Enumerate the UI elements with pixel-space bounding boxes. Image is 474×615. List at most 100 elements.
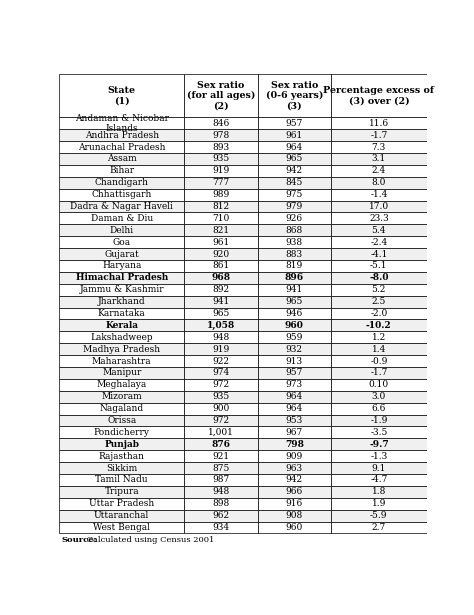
Bar bbox=[258, 236, 331, 248]
Text: -1.3: -1.3 bbox=[370, 451, 387, 461]
Text: Sex ratio
(for all ages)
(2): Sex ratio (for all ages) (2) bbox=[187, 81, 255, 110]
Bar bbox=[258, 74, 331, 117]
Bar bbox=[331, 117, 427, 129]
Text: Sex ratio
(0-6 years)
(3): Sex ratio (0-6 years) (3) bbox=[265, 81, 323, 110]
Text: 989: 989 bbox=[212, 190, 229, 199]
Bar bbox=[184, 426, 258, 438]
Text: 920: 920 bbox=[212, 250, 229, 258]
Text: 961: 961 bbox=[212, 238, 229, 247]
Text: Himachal Pradesh: Himachal Pradesh bbox=[75, 274, 168, 282]
Bar bbox=[59, 486, 184, 498]
Bar bbox=[184, 165, 258, 177]
Text: 935: 935 bbox=[212, 392, 229, 401]
Bar bbox=[258, 498, 331, 510]
Text: Uttaranchal: Uttaranchal bbox=[94, 511, 149, 520]
Bar bbox=[184, 284, 258, 296]
Text: 846: 846 bbox=[212, 119, 229, 128]
Bar bbox=[331, 308, 427, 319]
Text: Assam: Assam bbox=[107, 154, 137, 164]
Bar bbox=[184, 74, 258, 117]
Bar bbox=[59, 272, 184, 284]
Text: Pondicherry: Pondicherry bbox=[94, 428, 150, 437]
Bar bbox=[258, 141, 331, 153]
Text: 948: 948 bbox=[212, 487, 229, 496]
Text: 979: 979 bbox=[286, 202, 303, 211]
Bar bbox=[184, 474, 258, 486]
Bar bbox=[184, 343, 258, 355]
Bar bbox=[331, 260, 427, 272]
Text: 964: 964 bbox=[286, 392, 303, 401]
Bar bbox=[331, 426, 427, 438]
Bar bbox=[184, 296, 258, 308]
Text: 974: 974 bbox=[212, 368, 229, 378]
Bar bbox=[59, 308, 184, 319]
Bar bbox=[59, 141, 184, 153]
Bar bbox=[331, 189, 427, 200]
Text: -5.1: -5.1 bbox=[370, 261, 388, 271]
Text: -3.5: -3.5 bbox=[370, 428, 388, 437]
Text: 946: 946 bbox=[286, 309, 303, 318]
Bar bbox=[258, 200, 331, 212]
Text: 963: 963 bbox=[286, 464, 303, 472]
Bar bbox=[331, 391, 427, 403]
Text: Andaman & Nicobar
Islands: Andaman & Nicobar Islands bbox=[75, 114, 169, 133]
Bar bbox=[59, 165, 184, 177]
Bar bbox=[184, 212, 258, 224]
Bar bbox=[331, 248, 427, 260]
Bar bbox=[59, 343, 184, 355]
Text: Calculated using Census 2001: Calculated using Census 2001 bbox=[84, 536, 214, 544]
Bar bbox=[331, 236, 427, 248]
Bar bbox=[59, 260, 184, 272]
Text: 821: 821 bbox=[212, 226, 229, 235]
Bar bbox=[258, 272, 331, 284]
Bar bbox=[184, 510, 258, 522]
Text: 893: 893 bbox=[212, 143, 229, 151]
Text: 900: 900 bbox=[212, 404, 229, 413]
Text: 919: 919 bbox=[212, 344, 229, 354]
Text: Daman & Diu: Daman & Diu bbox=[91, 214, 153, 223]
Text: -1.7: -1.7 bbox=[370, 131, 388, 140]
Text: 973: 973 bbox=[286, 380, 303, 389]
Bar bbox=[331, 474, 427, 486]
Text: 1,058: 1,058 bbox=[207, 321, 235, 330]
Bar bbox=[59, 189, 184, 200]
Text: 916: 916 bbox=[286, 499, 303, 508]
Text: 942: 942 bbox=[286, 475, 303, 485]
Bar bbox=[258, 248, 331, 260]
Bar bbox=[59, 522, 184, 533]
Bar bbox=[59, 391, 184, 403]
Text: Orissa: Orissa bbox=[107, 416, 137, 425]
Bar bbox=[184, 308, 258, 319]
Text: 868: 868 bbox=[286, 226, 303, 235]
Text: Lakshadweep: Lakshadweep bbox=[91, 333, 153, 342]
Text: 919: 919 bbox=[212, 167, 229, 175]
Bar bbox=[258, 343, 331, 355]
Text: Punjab: Punjab bbox=[104, 440, 139, 449]
Bar bbox=[59, 153, 184, 165]
Bar bbox=[258, 426, 331, 438]
Bar bbox=[59, 498, 184, 510]
Text: 5.4: 5.4 bbox=[372, 226, 386, 235]
Text: 941: 941 bbox=[286, 285, 303, 294]
Bar bbox=[331, 212, 427, 224]
Text: 819: 819 bbox=[286, 261, 303, 271]
Text: 11.6: 11.6 bbox=[369, 119, 389, 128]
Bar bbox=[59, 510, 184, 522]
Text: -1.7: -1.7 bbox=[370, 368, 388, 378]
Bar bbox=[59, 117, 184, 129]
Text: Meghalaya: Meghalaya bbox=[97, 380, 147, 389]
Bar bbox=[184, 450, 258, 462]
Bar bbox=[331, 379, 427, 391]
Text: 913: 913 bbox=[286, 357, 303, 365]
Bar bbox=[59, 367, 184, 379]
Text: Chandigarh: Chandigarh bbox=[95, 178, 149, 187]
Bar bbox=[331, 177, 427, 189]
Text: -1.9: -1.9 bbox=[370, 416, 388, 425]
Text: Source:: Source: bbox=[61, 536, 97, 544]
Text: Rajasthan: Rajasthan bbox=[99, 451, 145, 461]
Text: 959: 959 bbox=[286, 333, 303, 342]
Bar bbox=[258, 486, 331, 498]
Text: Mizoram: Mizoram bbox=[101, 392, 142, 401]
Text: 942: 942 bbox=[286, 167, 303, 175]
Bar bbox=[184, 319, 258, 331]
